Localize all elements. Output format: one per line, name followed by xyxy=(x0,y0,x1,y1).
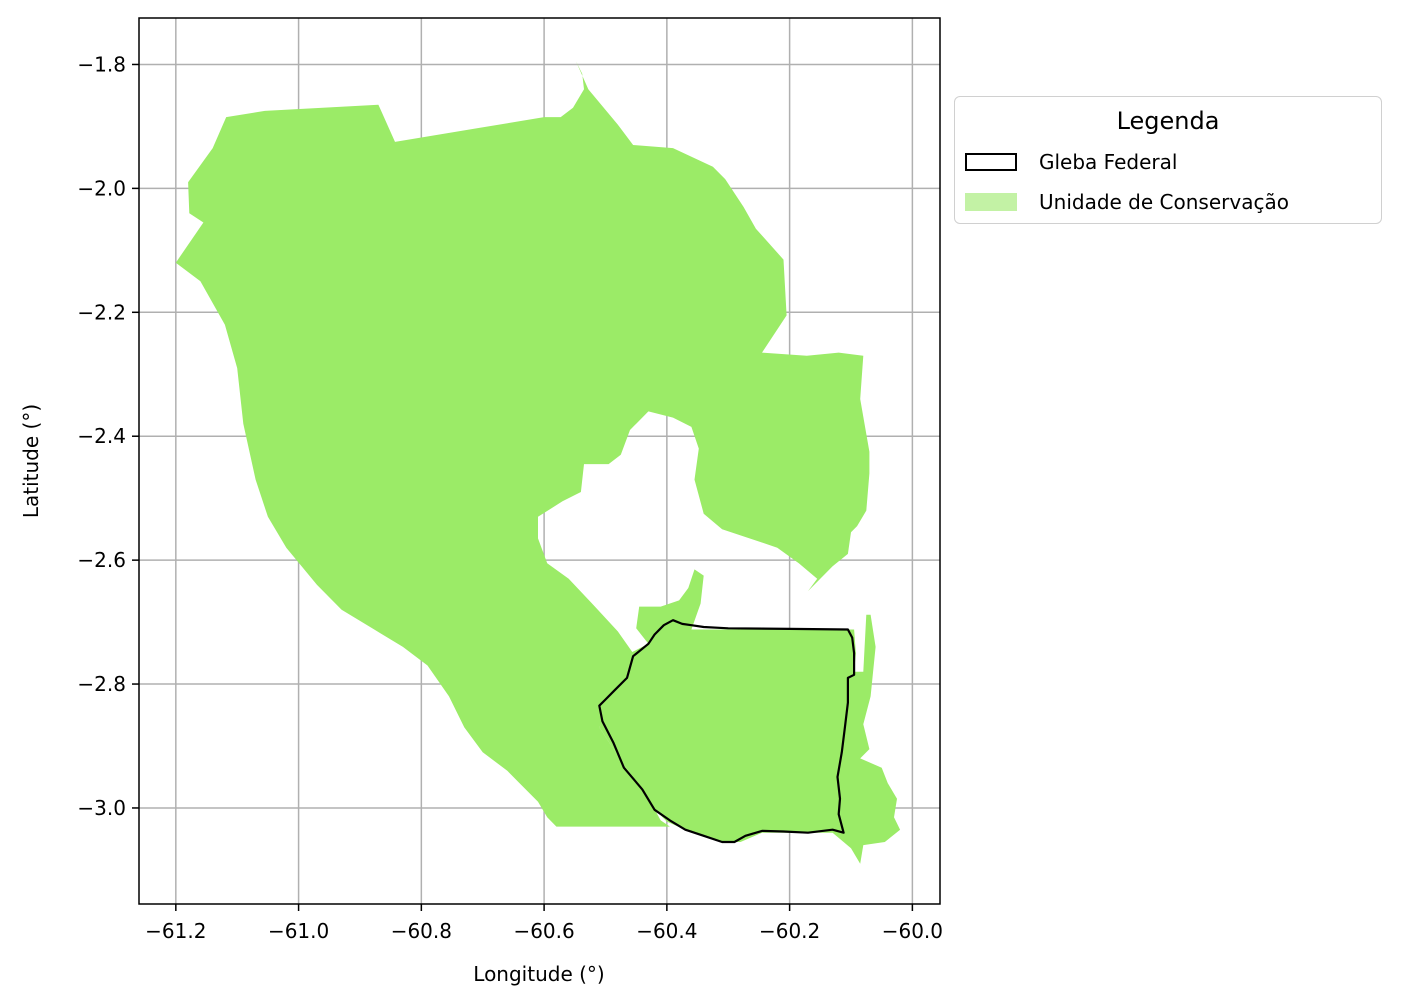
y-axis-ticks: −1.8 −2.0 −2.2 −2.4 −2.6 −2.8 −3.0 xyxy=(77,52,139,820)
x-axis-ticks: −61.2 −61.0 −60.8 −60.6 −60.4 −60.2 −60.0 xyxy=(145,904,943,943)
legend-title: Legenda xyxy=(1116,107,1220,135)
y-tick-label: −2.6 xyxy=(77,548,126,572)
plot-frame xyxy=(138,17,941,905)
x-tick-label: −60.4 xyxy=(636,919,697,943)
unidade-de-conservacao-area xyxy=(175,61,870,827)
gleba-federal-boundary xyxy=(598,619,856,844)
y-axis-label: Latitude (°) xyxy=(19,404,43,518)
x-tick-label: −60.0 xyxy=(882,919,943,943)
y-tick-label: −1.8 xyxy=(77,52,126,76)
legend-swatch-fill xyxy=(965,193,1017,211)
unidade-de-conservacao-area xyxy=(599,569,901,864)
legend-swatch-outline xyxy=(965,153,1017,171)
x-tick-label: −60.8 xyxy=(391,919,452,943)
y-tick-label: −2.8 xyxy=(77,672,126,696)
x-tick-label: −60.6 xyxy=(513,919,574,943)
y-tick-label: −2.2 xyxy=(77,300,126,324)
x-tick-label: −61.2 xyxy=(145,919,206,943)
x-tick-label: −60.2 xyxy=(759,919,820,943)
y-tick-label: −3.0 xyxy=(77,796,126,820)
legend-label: Unidade de Conservação xyxy=(1039,190,1289,214)
unidade-de-conservacao-polygons xyxy=(175,61,901,864)
legend-item-gleba-federal: Gleba Federal xyxy=(965,149,1177,175)
legend-label: Gleba Federal xyxy=(1039,150,1178,174)
legend-item-unidade-de-conservacao: Unidade de Conservação xyxy=(965,189,1289,215)
y-tick-label: −2.4 xyxy=(77,424,126,448)
x-tick-label: −61.0 xyxy=(268,919,329,943)
x-axis-label: Longitude (°) xyxy=(473,962,604,986)
y-tick-label: −2.0 xyxy=(77,176,126,200)
legend: Legenda Gleba Federal Unidade de Conserv… xyxy=(954,96,1382,224)
gleba-federal-outline xyxy=(598,619,856,844)
